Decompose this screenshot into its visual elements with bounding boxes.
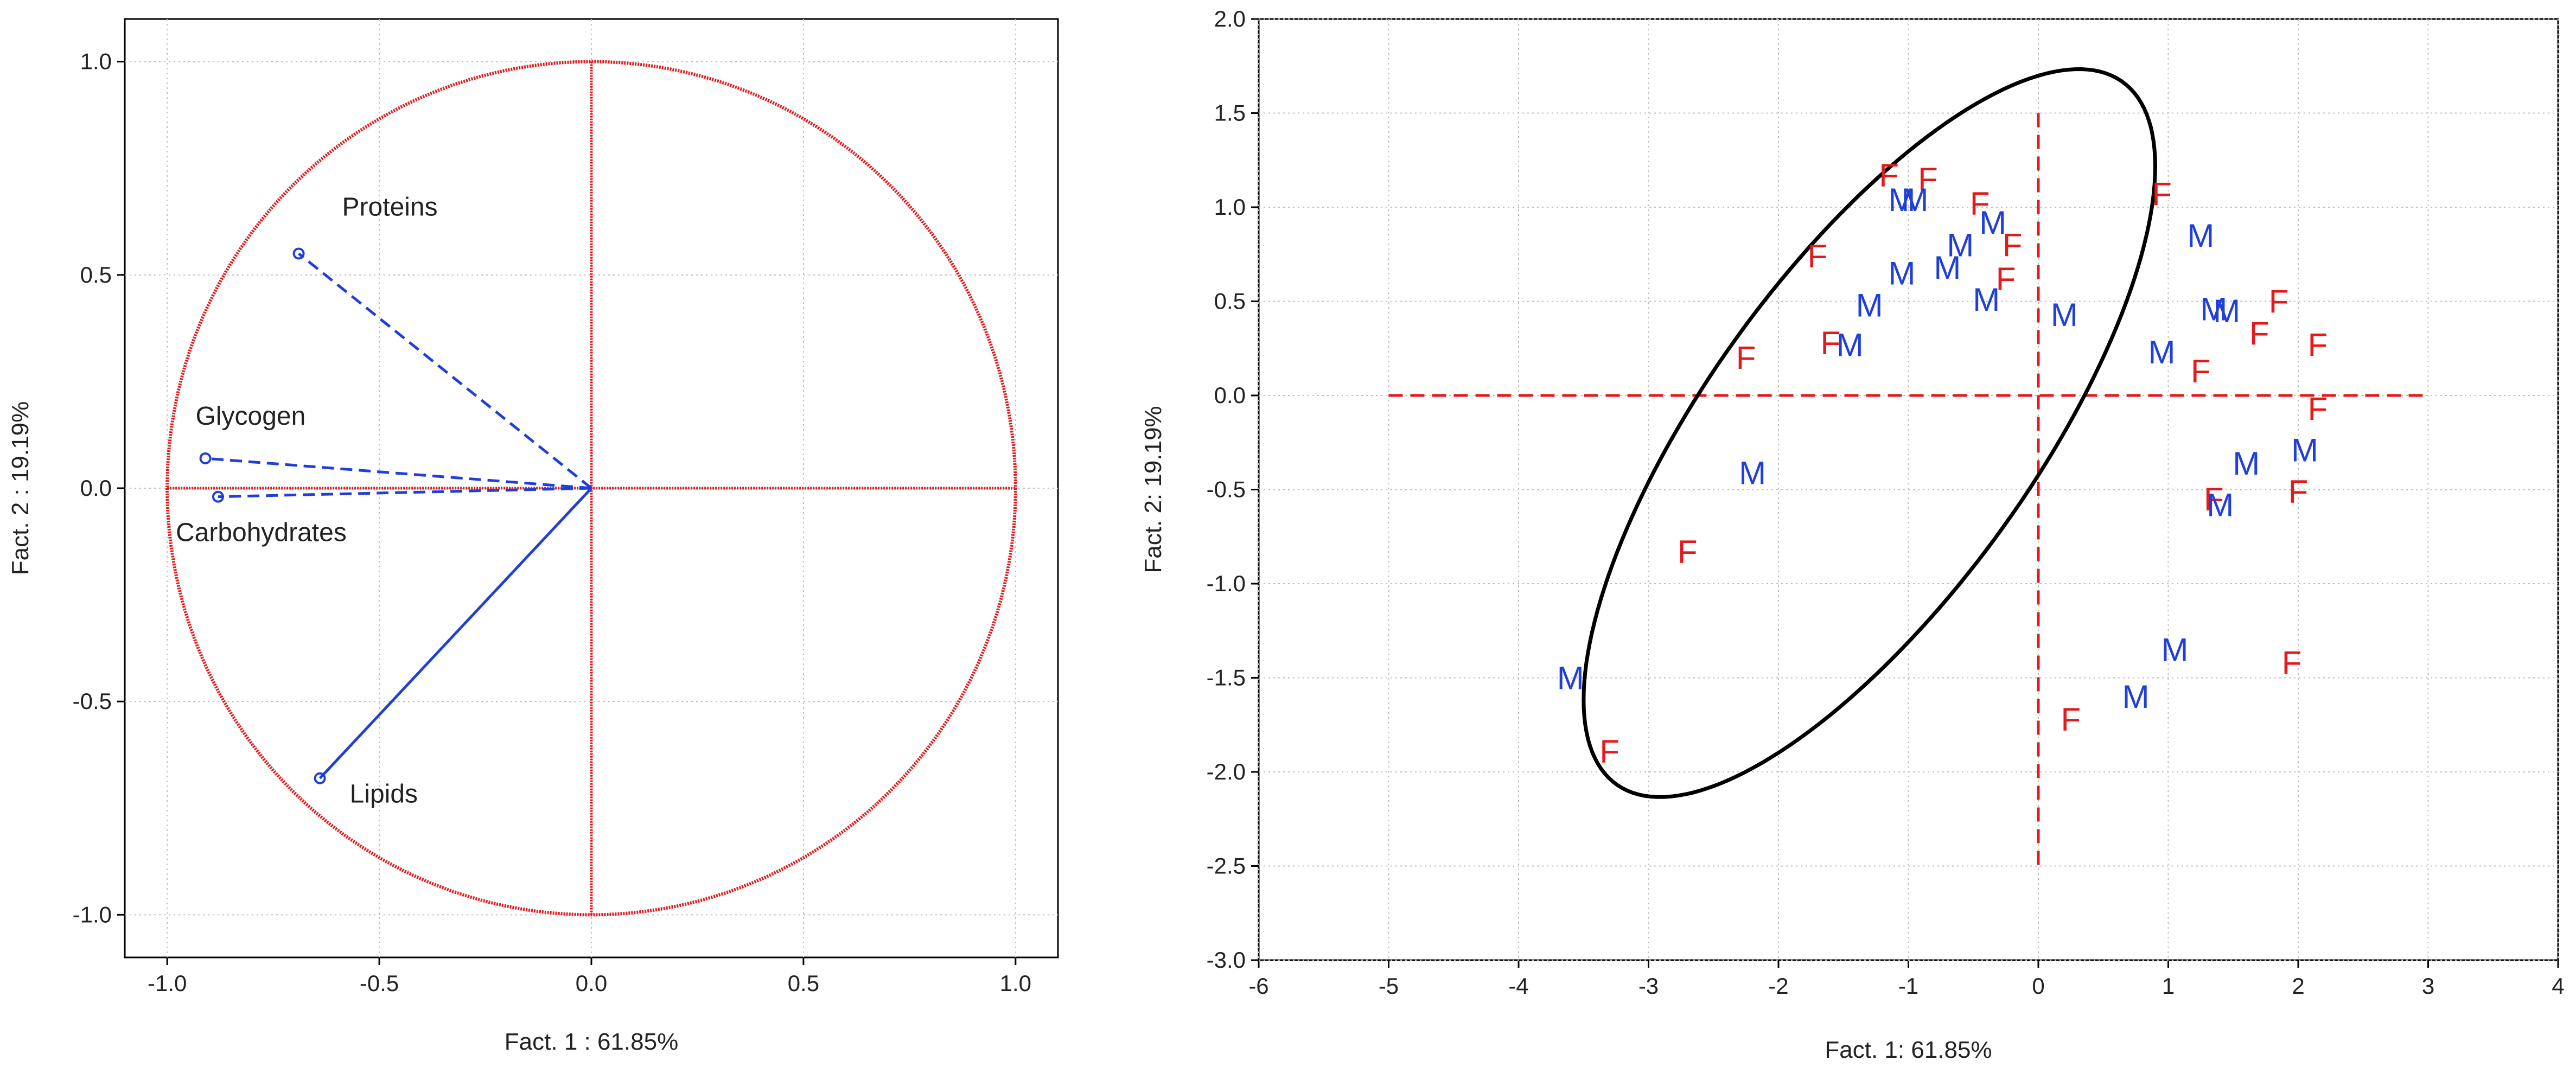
x-tick-label: 0 [2032, 973, 2044, 999]
point-female: F [1970, 186, 1990, 222]
point-male: M [2187, 218, 2214, 254]
x-tick-label: -4 [1508, 973, 1528, 999]
point-male: M [1979, 205, 2006, 241]
point-male: M [1889, 255, 1916, 291]
loading-vector-lipids [318, 487, 592, 780]
point-male: M [2291, 432, 2318, 469]
point-female: F [2308, 391, 2328, 427]
confidence-ellipse [1582, 67, 2157, 799]
point-female: F [2288, 474, 2309, 510]
x-tick-label: -6 [1248, 973, 1268, 999]
point-female: F [1808, 238, 1828, 274]
point-female: F [2003, 227, 2023, 263]
y-tick-label: 0.0 [80, 475, 112, 501]
y-tick-label: -1.5 [1207, 665, 1246, 691]
x-tick-label: -1.0 [148, 970, 187, 996]
loading-vector-proteins [297, 252, 592, 489]
y-tick-label: -1.0 [73, 902, 112, 927]
y-tick-label: 1.0 [80, 49, 112, 74]
point-male: M [2207, 487, 2234, 523]
point-male: M [2161, 631, 2188, 668]
x-tick-label: 1 [2162, 973, 2175, 999]
point-female: F [2282, 645, 2302, 681]
y-tick-label: 2.0 [1214, 6, 1246, 31]
point-female: F [1736, 340, 1756, 376]
y-tick-label: 1.0 [1214, 194, 1246, 220]
variable-label: Carbohydrates [176, 519, 347, 547]
point-female: F [2308, 327, 2328, 363]
loading-point-carbohydrates [212, 490, 224, 503]
loading-vector-carbohydrates [218, 487, 592, 499]
point-male: M [1856, 287, 1883, 323]
x-tick-label: -1 [1898, 973, 1918, 999]
variable-label: Lipids [350, 780, 418, 809]
point-female: F [2269, 284, 2289, 320]
point-male: M [2200, 291, 2227, 327]
point-male: M [1739, 455, 1766, 491]
variable-label: Proteins [342, 193, 438, 222]
x-tick-label: -0.5 [360, 970, 399, 996]
point-male: M [1973, 282, 2000, 318]
point-male: M [1557, 660, 1584, 697]
loading-point-lipids [314, 772, 326, 784]
y-tick-label: -0.5 [1207, 477, 1246, 502]
point-female: F [1996, 261, 2016, 297]
loading-point-glycogen [199, 452, 212, 464]
y-axis-label: Fact. 2 : 19.19% [7, 401, 34, 575]
loading-vector-glycogen [205, 457, 592, 490]
y-tick-label: -2.0 [1207, 759, 1246, 784]
y-axis-label: Fact. 2: 19.19% [1140, 406, 1166, 573]
y-tick-label: -1.0 [1207, 571, 1246, 596]
x-tick-label: 3 [2422, 973, 2434, 999]
point-female: F [2152, 176, 2172, 213]
point-male: M [1837, 327, 1864, 363]
point-female: F [1820, 325, 1840, 361]
point-female: F [2191, 353, 2211, 389]
point-male: M [2051, 297, 2078, 333]
y-tick-label: 0.5 [1214, 289, 1246, 314]
point-female: F [2204, 481, 2224, 517]
x-tick-label: 1.0 [1000, 970, 1031, 996]
y-tick-label: -3.0 [1207, 947, 1246, 973]
point-female: F [1599, 733, 1619, 770]
point-female: F [2061, 701, 2081, 738]
x-tick-label: 0.0 [576, 970, 607, 996]
x-tick-label: -3 [1638, 973, 1659, 999]
x-tick-label: 4 [2552, 973, 2564, 999]
y-tick-label: -0.5 [73, 688, 112, 714]
x-axis-label: Fact. 1: 61.85% [1825, 1037, 1992, 1063]
y-tick-label: 0.5 [80, 262, 112, 287]
point-female: F [1879, 157, 1899, 194]
factor-scores-panel: -6 -5 -4 -3 -2 -1 0 1 2 3 4 -3.0 -2.5 -2.0 -1.5 -1.0 -0.… [1140, 6, 2565, 1063]
point-female: F [1678, 534, 1698, 570]
point-male: M [1947, 227, 1974, 263]
x-tick-label: -5 [1379, 973, 1399, 999]
point-male: M [2213, 293, 2240, 329]
point-male: M [1889, 182, 1916, 218]
x-tick-label: 2 [2292, 973, 2304, 999]
correlation-circle-panel: -1.0 -0.5 0.0 0.5 1.0 -1.0 -0.5 0.0 0.5 1.0 Protei… [7, 18, 1059, 1055]
variable-label: Glycogen [196, 402, 306, 431]
x-tick-label: -2 [1768, 973, 1788, 999]
point-male: M [2122, 679, 2150, 715]
y-tick-label: 1.5 [1214, 100, 1246, 126]
y-tick-label: -2.5 [1207, 853, 1246, 879]
point-male: M [2148, 334, 2176, 370]
y-tick-label: 0.0 [1214, 382, 1246, 408]
point-male: M [1934, 250, 1961, 286]
point-female: F [1918, 161, 1938, 197]
point-male: M [1901, 182, 1928, 218]
loading-point-proteins [292, 247, 305, 260]
point-male: M [2233, 445, 2260, 482]
point-female: F [2249, 315, 2269, 352]
x-axis-label: Fact. 1 : 61.85% [505, 1028, 678, 1055]
x-tick-label: 0.5 [788, 970, 819, 996]
